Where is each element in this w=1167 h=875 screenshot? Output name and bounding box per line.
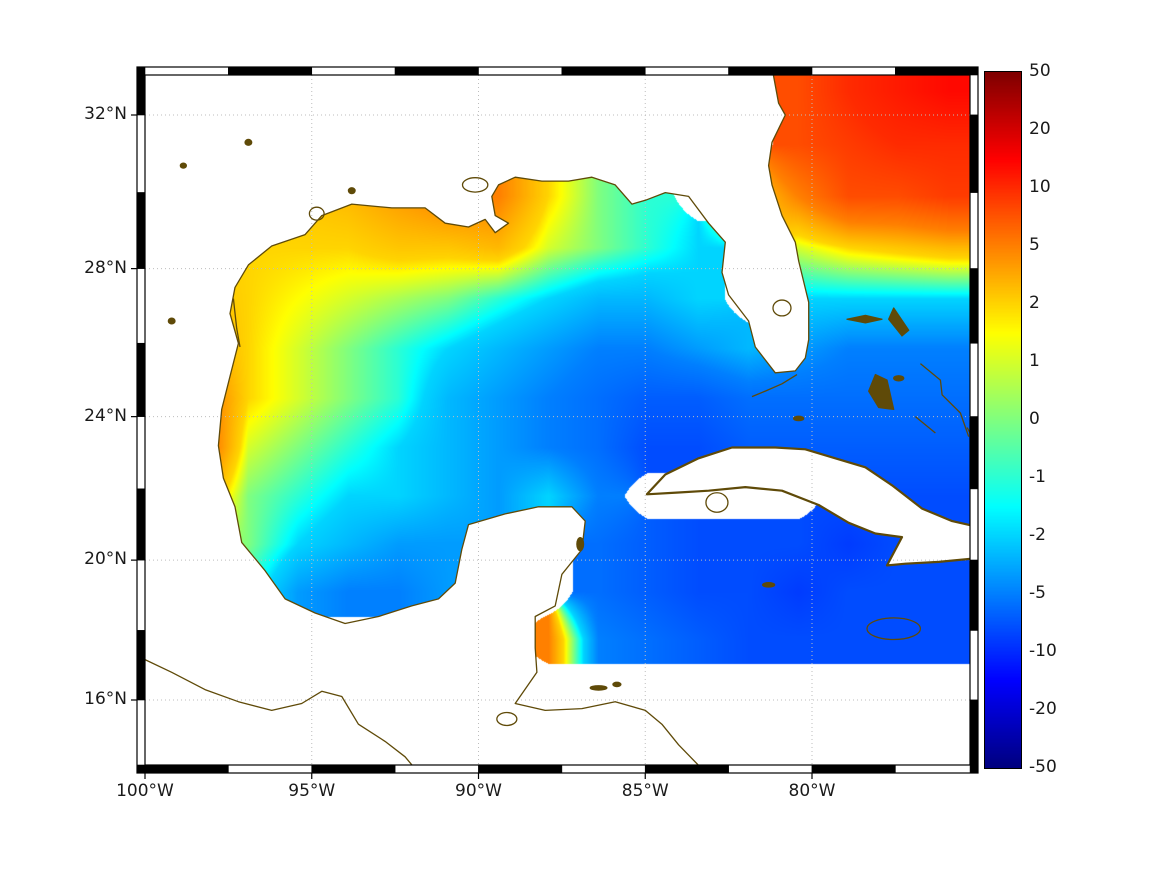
x-axis-tick-label: 85°W (621, 781, 669, 801)
map-frame (131, 66, 979, 779)
y-axis-tick-label: 16°N (84, 689, 127, 709)
guanaja-speck (612, 681, 622, 688)
graticule (145, 75, 970, 765)
new-providence-speck (893, 375, 905, 382)
long-island-bahamas-line (966, 427, 970, 435)
y-axis-tick-label: 28°N (84, 257, 127, 278)
colorbar-tick-label: 50 (1029, 61, 1051, 81)
colorbar-tick-label: -20 (1029, 699, 1057, 719)
cozumel-speck (576, 537, 585, 552)
x-axis-tick-label: 100°W (116, 781, 174, 801)
florida-keys-line (751, 374, 798, 398)
galveston-bay-outline (308, 206, 325, 221)
louisiana-lake-speck (347, 187, 356, 195)
eleuthera-chain-line (919, 363, 970, 437)
frame-outer-border (136, 66, 979, 774)
colorbar-tick-label: 20 (1029, 119, 1051, 139)
lake-okeechobee-outline (772, 299, 792, 317)
mainland-coastline (217, 75, 810, 765)
colorbar-tick-label: 1 (1029, 351, 1040, 371)
cay-sal-speck (793, 415, 805, 422)
laguna-madre-line (232, 298, 241, 348)
abaco-island (888, 307, 910, 337)
colorbar-tick-label: -50 (1029, 757, 1057, 777)
texas-lake-1-speck (244, 138, 253, 146)
cuba-island (646, 447, 970, 566)
lake-izabal-outline (496, 711, 518, 727)
andros-island (868, 373, 895, 411)
colorbar-tick-label: 5 (1029, 235, 1040, 255)
isla-juventud-outline (705, 492, 729, 513)
colorbar-tick-label: 10 (1029, 177, 1051, 197)
x-axis-tick-label: 80°W (788, 781, 836, 801)
texas-lake-2-speck (179, 162, 188, 169)
coastlines (145, 75, 970, 765)
colorbar-tick-label: 0 (1029, 409, 1040, 429)
cuba-coastline (645, 446, 970, 567)
grand-bahama-island (846, 314, 883, 324)
y-axis-tick-label: 32°N (84, 104, 127, 124)
grand-cayman-speck (761, 582, 776, 588)
colorbar-tick-label: -1 (1029, 467, 1046, 487)
frame-inner-border (144, 74, 971, 766)
colorbar-gradient (984, 71, 1022, 769)
colorbar-tick-label: 2 (1029, 293, 1040, 313)
jamaica-outline (866, 617, 922, 641)
map-layers (145, 75, 970, 765)
y-axis-tick-label: 24°N (84, 405, 127, 426)
colorbar-tick-label: -2 (1029, 525, 1046, 545)
pacific-coast-line (145, 658, 413, 765)
colorbar-tick-label: -10 (1029, 641, 1057, 661)
colorbar-tick-label: -5 (1029, 583, 1046, 603)
falcon-reservoir-speck (167, 317, 176, 325)
lake-pontchartrain-outline (461, 177, 489, 193)
x-axis-tick-label: 90°W (455, 781, 502, 801)
roatan-speck (589, 685, 608, 691)
y-axis-tick-label: 20°N (84, 549, 127, 570)
exuma-cays-line (914, 416, 936, 434)
mainland-landmass (145, 75, 809, 765)
x-axis-tick-label: 95°W (288, 781, 336, 801)
